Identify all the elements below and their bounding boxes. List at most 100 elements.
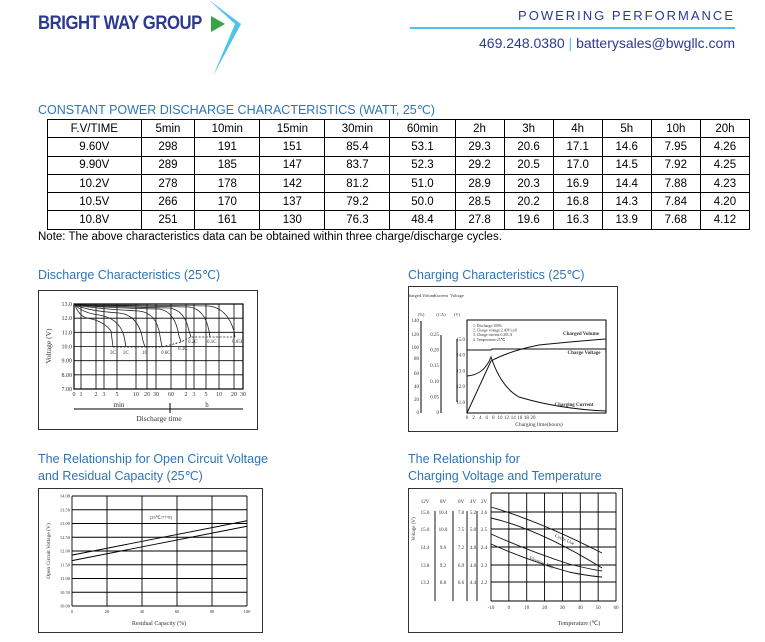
svg-text:Charged Volume: Charged Volume (563, 332, 600, 337)
table-cell: 16.8 (552, 192, 603, 212)
rate-label: 2C (123, 351, 130, 356)
table-cell: 51.0 (389, 173, 456, 194)
table-cell: 170 (194, 192, 261, 212)
x-tick: 18 (524, 416, 530, 421)
temp-chart-title: The Relationship for Charging Voltage and… (408, 452, 602, 483)
voltage-tick: 9.6 (440, 546, 447, 551)
x-tick: 20 (231, 392, 237, 398)
table-cell: 161 (194, 210, 261, 230)
table-cell: 16.3 (552, 210, 603, 230)
temperature-chart: 12V 15.6 15.0 14.4 13.8 13.2 8V 10.4 10.0 9.6 9.2 8… (408, 488, 623, 633)
table-cell: 10.2V (47, 173, 142, 194)
current-tick: 0.15 (430, 364, 439, 369)
table-cell: 76.3 (324, 210, 391, 230)
y-tick: 9.00 (62, 359, 73, 365)
discharge-table: F.V/TIME 5min 10min 15min 30min 60min 2h 3h 4h 5h… (47, 118, 751, 230)
column-header: 15min (259, 118, 326, 139)
table-cell: 185 (194, 155, 261, 175)
y-tick: 12.50 (60, 535, 71, 540)
x-tick: 0 (508, 606, 511, 611)
percent-tick: 140 (412, 319, 420, 324)
voltage-tick: 13.0 (456, 369, 465, 374)
temperature-annotation: (25℃/77°F) (150, 515, 173, 520)
chart-note: 3. Charge current:0.20CA (473, 333, 513, 337)
column-header: 20h (699, 118, 751, 139)
y-tick: 10.0 (62, 345, 73, 351)
y-tick: 14.00 (60, 494, 71, 499)
column-header: 2h (454, 118, 505, 139)
table-cell: 29.3 (454, 137, 505, 157)
y-tick: 8.00 (62, 373, 73, 379)
x-tick: 2 (472, 416, 475, 421)
rate-label: 0.2C (188, 340, 198, 345)
ocv-line (71, 525, 248, 562)
table-cell: 191 (194, 137, 261, 157)
rate-label: 0.3C (178, 347, 188, 352)
column-header: 5min (140, 118, 196, 139)
percent-tick: 20 (414, 398, 420, 403)
table-cell: 81.2 (324, 173, 391, 194)
table-cell: 20.6 (503, 137, 554, 157)
voltage-tick: 10.4 (439, 511, 448, 516)
svg-text:Open Circuit Voltage (V): Open Circuit Voltage (V) (45, 523, 52, 579)
percent-tick: 60 (414, 372, 420, 377)
axis-unit: (%) (418, 312, 425, 317)
voltage-tick: 7.8 (458, 511, 465, 516)
table-cell: 266 (140, 192, 196, 212)
rate-label: 0.6C (161, 351, 171, 356)
x-tick: 40 (578, 606, 584, 611)
x-tick: 14 (511, 416, 517, 421)
axis-unit: (V) (454, 312, 461, 317)
table-cell: 10.5V (47, 192, 142, 212)
email-link[interactable]: batterysales@bwgllc.com (576, 35, 735, 51)
contact-info: 469.248.0380 | batterysales@bwgllc.com (479, 35, 735, 51)
x-tick: 10 (498, 416, 504, 421)
x-tick: 60 (175, 609, 180, 614)
x-tick: 2 (95, 392, 98, 398)
table-title: CONSTANT POWER DISCHARGE CHARACTERISTICS… (38, 103, 435, 117)
x-tick: 10 (133, 392, 139, 398)
y-axis-label: Voltage (V) (44, 328, 53, 364)
table-cell: 27.8 (454, 210, 505, 230)
x-tick: 3 (193, 392, 196, 398)
header-divider (410, 27, 735, 29)
column-header: F.V/TIME (47, 118, 142, 139)
table-cell: 13.9 (601, 210, 652, 230)
column-header: 12V (421, 500, 430, 505)
table-cell: 9.60V (47, 137, 142, 157)
voltage-tick: 12.0 (456, 385, 465, 390)
column-header: 3h (503, 118, 554, 139)
voltage-tick: 2.6 (481, 511, 488, 516)
discharge-curves (74, 304, 236, 348)
svg-text:Cycle Use: Cycle Use (554, 534, 576, 547)
table-cell: 20.2 (503, 192, 554, 212)
rate-label: 1C (142, 351, 149, 356)
voltage-tick: 7.2 (458, 546, 465, 551)
table-cell: 9.90V (47, 155, 142, 175)
y-tick: 13.0 (62, 302, 73, 308)
discharge-chart-title: Discharge Characteristics (25℃) (38, 268, 221, 282)
column-header: 10min (194, 118, 261, 139)
y-tick: 12.00 (60, 549, 71, 554)
voltage-tick: 13.8 (421, 564, 430, 569)
table-cell: 14.6 (601, 137, 652, 157)
charge-voltage-line (467, 348, 606, 351)
voltage-tick: 11.0 (456, 401, 465, 406)
table-cell: 28.5 (454, 192, 505, 212)
voltage-tick: 15.6 (421, 511, 430, 516)
x-tick: -10 (488, 606, 495, 611)
voltage-tick: 2.2 (481, 581, 488, 586)
axis-title: Current (434, 293, 448, 298)
charged-volume-line (466, 338, 607, 414)
table-cell: 16.9 (552, 173, 603, 194)
table-cell: 4.12 (699, 210, 751, 230)
x-tick: 20 (531, 416, 537, 421)
current-tick: 0.20 (430, 349, 439, 354)
x-tick: 20 (105, 609, 110, 614)
table-cell: 10.8V (47, 210, 142, 230)
table-cell: 289 (140, 155, 196, 175)
x-tick: 20 (542, 606, 548, 611)
svg-text:Voltage (V): Voltage (V) (412, 517, 417, 541)
svg-text:Charging Current: Charging Current (555, 403, 594, 408)
table-cell: 278 (140, 173, 196, 194)
